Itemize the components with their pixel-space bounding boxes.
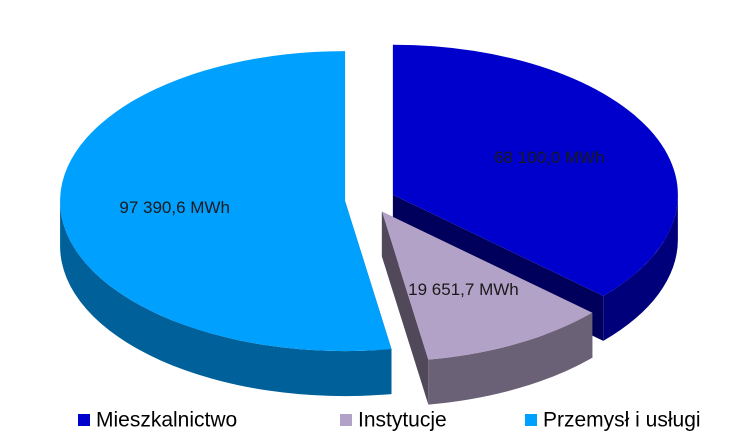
legend-label: Przemysł i usługi	[543, 409, 701, 432]
slice-edge	[381, 211, 429, 405]
value-label: 19 651,7 MWh	[408, 280, 519, 299]
legend-item: Przemysł i usługi	[525, 409, 701, 432]
legend-label: Mieszkalnictwo	[96, 409, 237, 432]
slice-side	[428, 312, 593, 405]
legend-item: Mieszkalnictwo	[78, 409, 237, 432]
slice-side	[60, 201, 392, 397]
value-label: 68 100,0 MWh	[494, 148, 605, 167]
legend-label: Instytucje	[358, 409, 447, 432]
legend-item: Instytucje	[340, 409, 447, 432]
slice-side	[603, 194, 678, 341]
slice-top	[381, 211, 593, 360]
legend-swatch	[78, 414, 90, 426]
value-label: 97 390,6 MWh	[119, 198, 230, 217]
legend-swatch	[340, 414, 352, 426]
slice	[60, 51, 392, 397]
slice	[381, 211, 593, 405]
slice-top	[60, 51, 392, 352]
legend-swatch	[525, 414, 537, 426]
slice-top	[392, 44, 678, 296]
